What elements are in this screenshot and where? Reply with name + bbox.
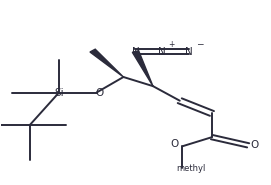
Text: O: O	[251, 140, 259, 150]
Text: O: O	[95, 88, 104, 97]
Text: methyl: methyl	[176, 164, 205, 173]
Polygon shape	[90, 49, 123, 77]
Text: N: N	[132, 46, 139, 56]
Text: N: N	[185, 46, 193, 56]
Text: O: O	[170, 139, 179, 149]
Polygon shape	[132, 51, 153, 86]
Text: N: N	[159, 46, 166, 56]
Text: +: +	[169, 40, 175, 49]
Text: −: −	[196, 40, 204, 49]
Text: Si: Si	[54, 88, 64, 97]
